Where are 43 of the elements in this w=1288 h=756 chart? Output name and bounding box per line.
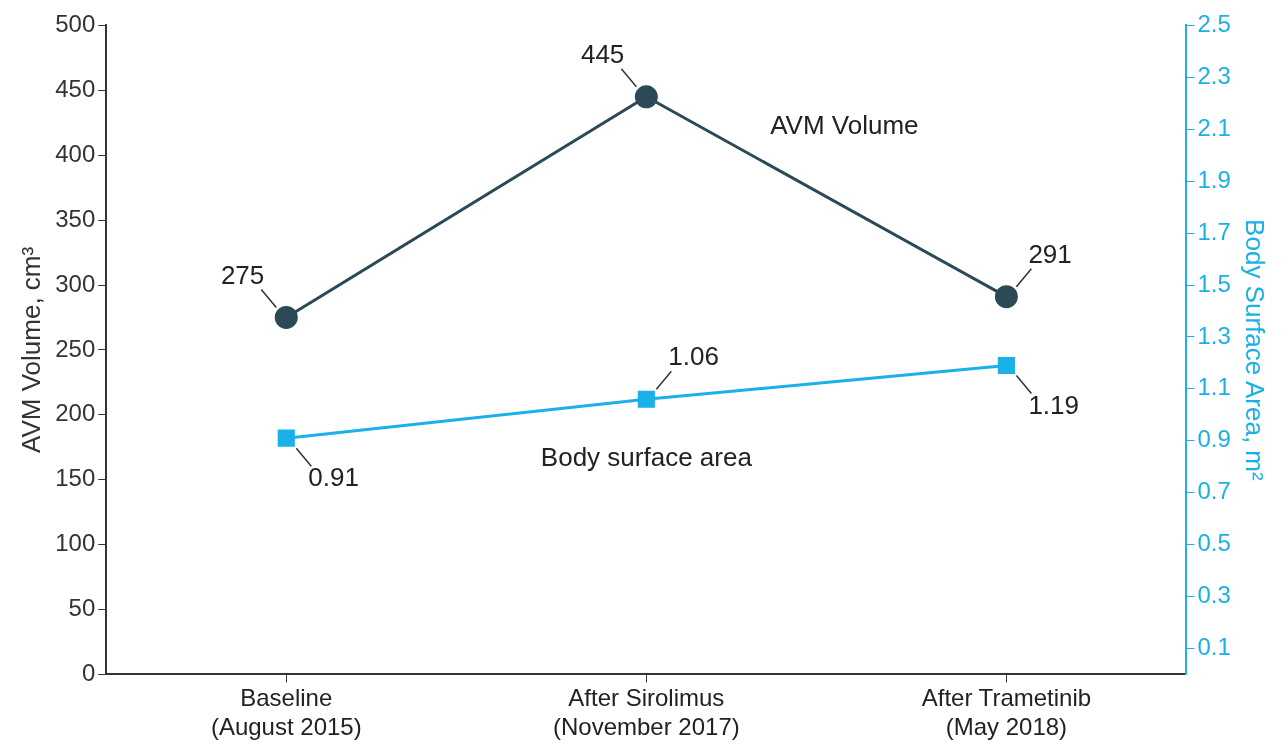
x-tick-label: Baseline (August 2015): [210, 684, 362, 741]
x-tick-label: After Trametinib (May 2018): [921, 684, 1092, 741]
y-tick-label: 500: [55, 10, 96, 38]
point: [994, 285, 1018, 309]
data-label: 1.06: [668, 341, 719, 372]
data-label: 275: [220, 259, 265, 290]
y2-tick-label: 0.5: [1197, 529, 1231, 557]
point: [637, 390, 655, 408]
y2-tick-label: 2.3: [1197, 61, 1231, 89]
y-tick-label: 450: [55, 74, 96, 102]
series-label: Body surface area: [540, 442, 753, 473]
y2-tick-label: 0.3: [1197, 581, 1231, 609]
y-tick-label: 50: [68, 594, 96, 622]
y-tick-label: 200: [55, 399, 96, 427]
data-label: 445: [580, 38, 625, 69]
y-axis-title: AVM Volume, cm³: [15, 246, 46, 453]
point: [997, 356, 1015, 375]
data-label: 291: [1028, 238, 1072, 269]
y2-axis-title: Body Surface Area, m²: [1240, 219, 1271, 482]
y2-tick-label: 1.5: [1197, 269, 1231, 297]
y2-tick-label: 0.9: [1197, 425, 1231, 453]
y2-tick-label: 1.1: [1197, 373, 1231, 401]
y2-tick-label: 2.5: [1197, 10, 1231, 38]
y-tick-label: 0: [81, 659, 96, 687]
point: [277, 429, 295, 447]
y-tick-label: 150: [55, 464, 96, 492]
y2-tick-label: 1.9: [1197, 165, 1231, 193]
y2-tick-label: 2.1: [1197, 113, 1231, 141]
point: [634, 85, 658, 109]
y2-tick-label: 1.3: [1197, 321, 1231, 349]
data-label: 0.91: [308, 462, 359, 493]
y-tick-label: 400: [55, 139, 96, 167]
y2-tick-label: 0.7: [1197, 477, 1231, 505]
y-tick-label: 100: [55, 529, 96, 557]
y-tick-label: 350: [55, 204, 96, 232]
point: [274, 305, 298, 329]
series-label: AVM Volume: [770, 109, 919, 140]
y-tick-label: 250: [55, 334, 96, 362]
data-label: 1.19: [1028, 389, 1080, 420]
y2-tick-label: 0.1: [1197, 633, 1231, 661]
y-tick-label: 300: [55, 269, 96, 297]
x-tick-label: After Sirolimus (November 2017): [552, 684, 740, 741]
y2-tick-label: 1.7: [1197, 217, 1231, 245]
